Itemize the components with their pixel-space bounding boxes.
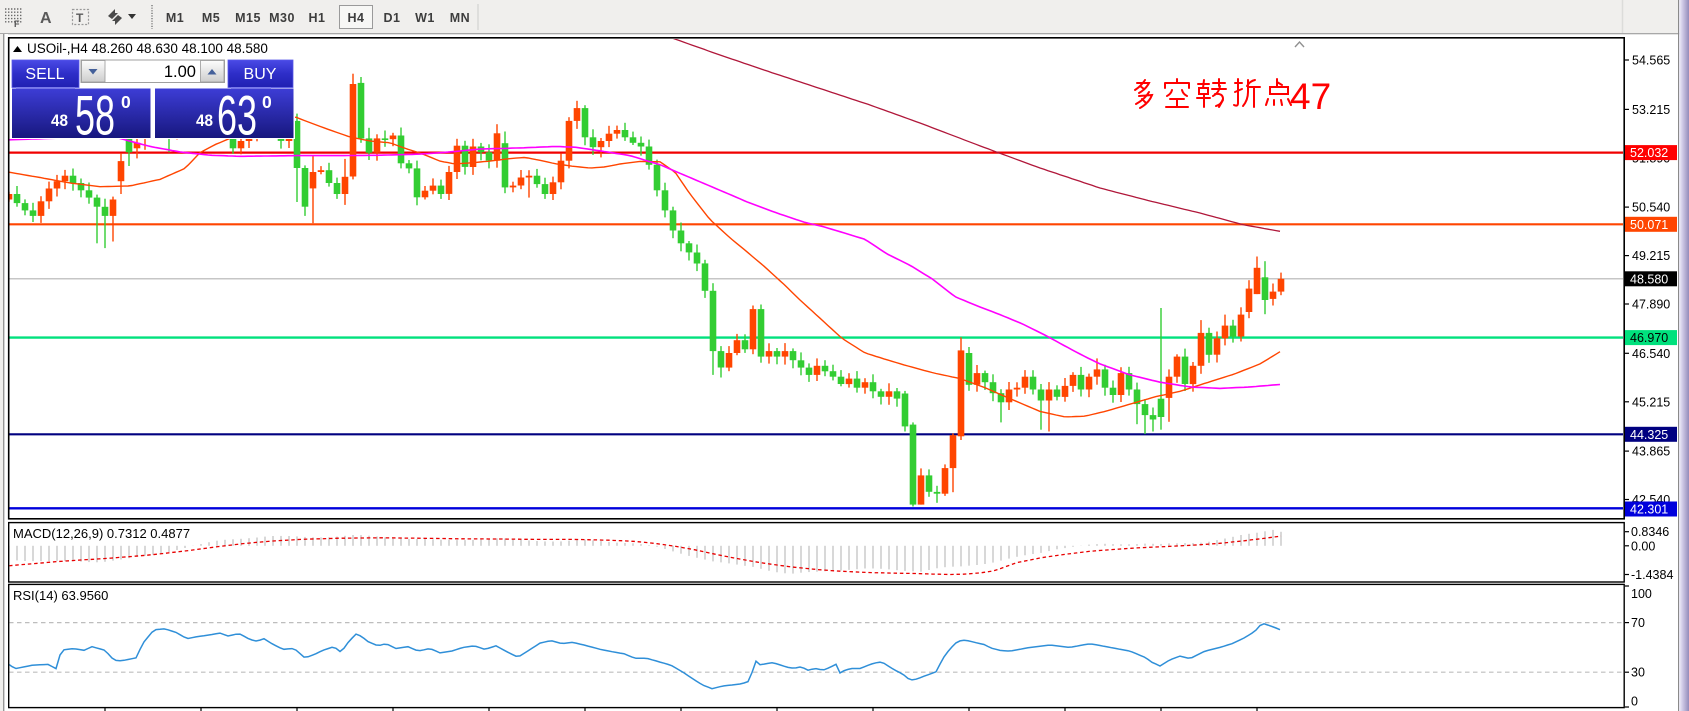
svg-text:MACD(12,26,9) 0.7312 0.4877: MACD(12,26,9) 0.7312 0.4877 — [13, 526, 190, 541]
svg-text:45.215: 45.215 — [1632, 395, 1670, 409]
svg-text:M30: M30 — [269, 11, 295, 25]
svg-text:BUY: BUY — [244, 66, 277, 83]
svg-text:49.215: 49.215 — [1632, 249, 1670, 263]
svg-text:MN: MN — [450, 11, 470, 25]
svg-text:48: 48 — [51, 112, 68, 130]
svg-text:42.301: 42.301 — [1630, 503, 1668, 517]
svg-text:-1.4384: -1.4384 — [1631, 568, 1673, 582]
svg-text:USOil-,H4 48.260 48.630 48.10: USOil-,H4 48.260 48.630 48.100 48.580 — [27, 41, 268, 56]
svg-text:44.325: 44.325 — [1630, 428, 1668, 442]
svg-text:46.970: 46.970 — [1630, 331, 1668, 345]
svg-text:63: 63 — [217, 84, 257, 147]
svg-text:F: F — [14, 19, 20, 29]
svg-text:58: 58 — [75, 84, 115, 147]
svg-text:43.865: 43.865 — [1632, 445, 1670, 459]
svg-text:T: T — [76, 11, 84, 25]
svg-text:0: 0 — [121, 92, 131, 112]
svg-text:SELL: SELL — [25, 66, 64, 83]
svg-text:48.580: 48.580 — [1630, 272, 1668, 286]
svg-text:47: 47 — [1290, 76, 1331, 117]
svg-text:M5: M5 — [202, 11, 220, 25]
svg-text:50.540: 50.540 — [1632, 201, 1670, 215]
svg-text:70: 70 — [1631, 616, 1645, 630]
svg-text:0: 0 — [1631, 695, 1638, 709]
svg-text:47.890: 47.890 — [1632, 298, 1670, 312]
svg-text:52.032: 52.032 — [1630, 146, 1668, 160]
svg-text:H1: H1 — [309, 11, 326, 25]
svg-text:100: 100 — [1631, 587, 1652, 601]
svg-text:H4: H4 — [348, 11, 365, 25]
svg-text:RSI(14) 63.9560: RSI(14) 63.9560 — [13, 588, 108, 603]
svg-text:M1: M1 — [166, 11, 184, 25]
svg-text:A: A — [40, 10, 52, 27]
svg-text:D1: D1 — [384, 11, 401, 25]
svg-text:50.071: 50.071 — [1630, 218, 1668, 232]
svg-text:54.565: 54.565 — [1632, 54, 1670, 68]
svg-text:M15: M15 — [235, 11, 261, 25]
svg-text:30: 30 — [1631, 666, 1645, 680]
svg-text:0.8346: 0.8346 — [1631, 525, 1669, 539]
svg-text:53.215: 53.215 — [1632, 103, 1670, 117]
svg-text:1.00: 1.00 — [164, 63, 196, 81]
svg-text:W1: W1 — [415, 11, 435, 25]
svg-text:0.00: 0.00 — [1631, 539, 1655, 553]
svg-text:48: 48 — [196, 112, 213, 130]
svg-text:0: 0 — [262, 92, 272, 112]
svg-text:46.540: 46.540 — [1632, 347, 1670, 361]
